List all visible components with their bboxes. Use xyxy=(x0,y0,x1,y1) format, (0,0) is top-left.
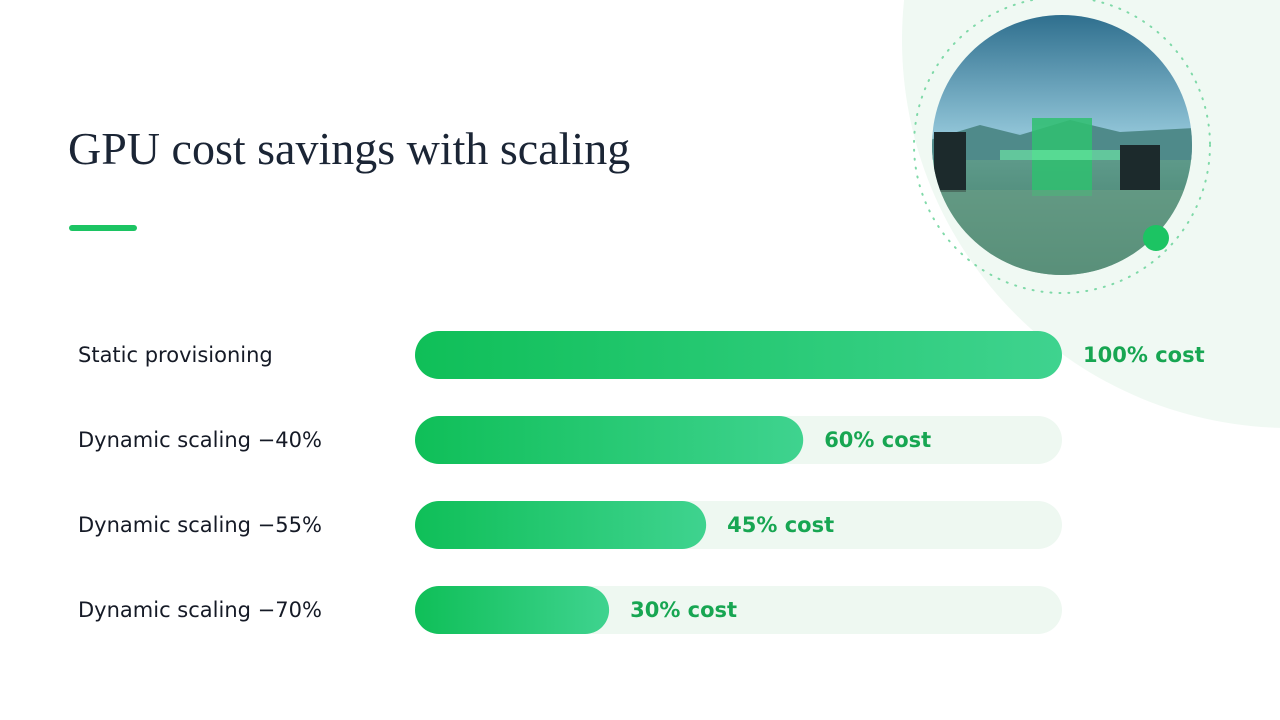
value-label: 45% cost xyxy=(727,513,834,537)
bar xyxy=(415,501,707,549)
accent-dot xyxy=(1143,225,1169,251)
value-label: 60% cost xyxy=(824,428,931,452)
bar xyxy=(415,331,1062,379)
category-label: Dynamic scaling −55% xyxy=(78,513,322,537)
plot: Static provisioning 100% cost Dynamic scal… xyxy=(78,331,1205,634)
bar xyxy=(415,586,610,634)
category-label: Dynamic scaling −40% xyxy=(78,428,322,452)
category-label: Static provisioning xyxy=(78,343,273,367)
title-underline xyxy=(69,225,137,231)
bar xyxy=(415,416,804,464)
value-label: 30% cost xyxy=(630,598,737,622)
chart-title: GPU cost savings with scaling xyxy=(68,123,630,174)
dotted-ring xyxy=(913,0,1211,294)
value-label: 100% cost xyxy=(1083,343,1205,367)
category-label: Dynamic scaling −70% xyxy=(78,598,322,622)
